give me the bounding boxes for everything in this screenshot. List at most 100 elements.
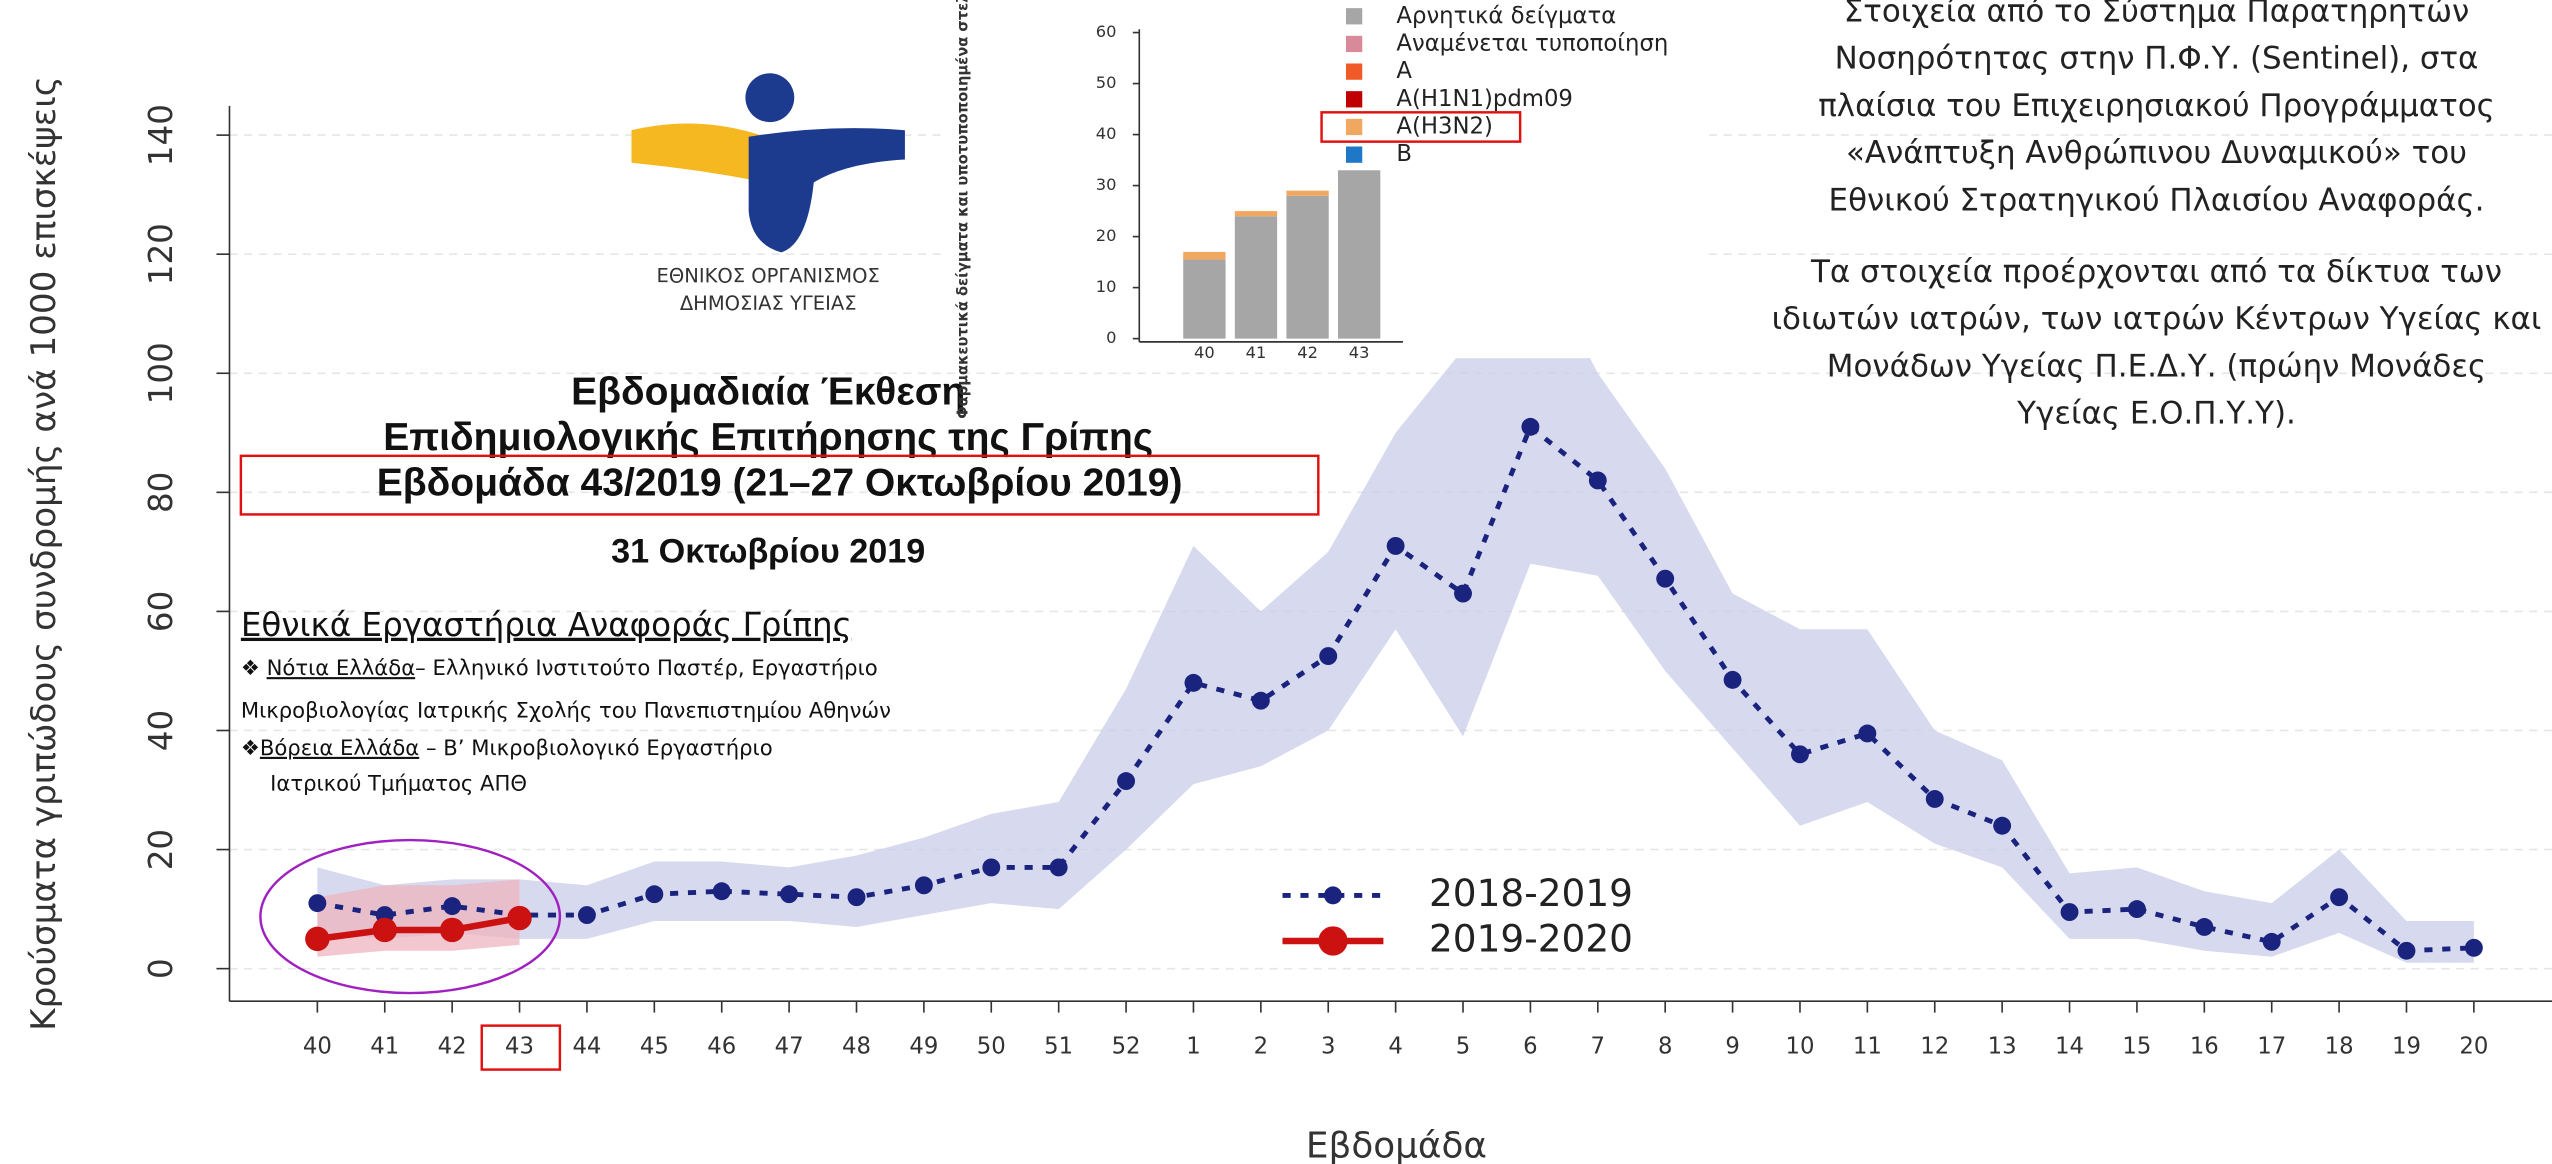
x-tick-label: 50 — [977, 1033, 1006, 1059]
x-tick-label: 1 — [1186, 1033, 1200, 1059]
point — [982, 858, 1001, 877]
point — [2060, 903, 2079, 922]
y-tick-label: 20 — [142, 829, 180, 870]
point — [1117, 772, 1136, 791]
bullet: ❖ — [241, 735, 260, 760]
y-tick-label: 0 — [142, 958, 180, 979]
report-week: Εβδομάδα 43/2019 (21–27 Οκτωβρίου 2019) — [377, 461, 1183, 504]
x-tick-label: 14 — [2055, 1033, 2084, 1059]
x-tick-label: 12 — [1920, 1033, 1949, 1059]
y-tick-label: 140 — [142, 104, 180, 166]
x-tick-label: 43 — [505, 1033, 534, 1059]
y-tick-label: 10 — [1096, 277, 1117, 296]
point — [1925, 790, 1944, 808]
x-tick-label: 40 — [1194, 343, 1215, 362]
point — [1791, 745, 1809, 764]
bullet: ❖ — [241, 655, 267, 680]
y-tick-label: 120 — [142, 223, 180, 285]
x-tick-label: 46 — [707, 1033, 736, 1059]
point — [2397, 941, 2416, 960]
point — [439, 917, 465, 943]
legend-swatch — [1345, 118, 1363, 136]
x-tick-label: 3 — [1321, 1033, 1335, 1059]
x-tick-label: 43 — [1349, 343, 1370, 362]
x-tick-label: 45 — [640, 1033, 669, 1059]
legend-label: A — [1396, 58, 1412, 84]
point — [2464, 938, 2483, 957]
point — [1521, 417, 1540, 436]
bar-segment — [1183, 251, 1226, 260]
point — [2330, 888, 2349, 907]
x-tick-label: 17 — [2257, 1033, 2286, 1059]
x-tick-label: 49 — [909, 1033, 938, 1059]
x-tick-label: 41 — [1246, 343, 1267, 362]
x-tick-label: 40 — [303, 1033, 332, 1059]
x-tick-label: 5 — [1456, 1033, 1470, 1059]
y-tick-label: 100 — [142, 342, 180, 404]
y-tick-label: 80 — [142, 472, 180, 513]
point — [1386, 536, 1405, 555]
y-tick-label: 40 — [142, 710, 180, 751]
y-tick-label: 50 — [1096, 73, 1117, 92]
series-line — [316, 914, 521, 943]
note-line: Υγείας Ε.Ο.Π.Υ.Υ). — [2016, 396, 2296, 432]
lab: – Β’ Μικροβιολογικό Εργαστήριο — [419, 735, 772, 760]
point — [1588, 471, 1607, 490]
highlight-box — [239, 454, 1320, 516]
note-line: Εθνικού Στρατηγικού Πλαισίου Αναφοράς. — [1829, 182, 2485, 218]
x-tick-label: 2 — [1254, 1033, 1268, 1059]
point — [507, 905, 532, 931]
x-tick-label: 16 — [2190, 1033, 2219, 1059]
y-tick-label: 60 — [142, 591, 180, 632]
region: Βόρεια Ελλάδα — [260, 735, 419, 760]
note-line: Νοσηρότητας στην Π.Φ.Υ. (Sentinel), στα — [1835, 41, 2479, 77]
region: Νότια Ελλάδα — [267, 655, 416, 680]
logo-dot — [745, 73, 795, 123]
bar-segment — [1286, 190, 1329, 196]
point — [1993, 816, 2012, 835]
point — [372, 917, 397, 943]
y-tick-label: 0 — [1106, 328, 1116, 347]
point — [1858, 724, 1877, 743]
point — [2262, 932, 2281, 951]
inset-chart: 0 10 20 30 40 50 60 Φαρμακευτικά δείγματα και υ… — [940, 0, 1706, 419]
x-tick-label: 11 — [1853, 1033, 1882, 1059]
highlight-box — [480, 1024, 562, 1071]
bar-segment — [1234, 211, 1278, 217]
x-axis-label: Εβδομάδα — [1306, 1126, 1487, 1164]
labs-line: ❖ Νότια Ελλάδα– Ελληνικό Ινστιτούτο Παστ… — [241, 655, 878, 680]
report-title: Εβδομαδιαία Έκθεση — [571, 370, 965, 413]
point — [780, 885, 799, 904]
legend-label: A(H3N2) — [1396, 113, 1492, 139]
labs-line: ❖Βόρεια Ελλάδα – Β’ Μικροβιολογικό Εργασ… — [241, 735, 773, 760]
legend-label: A(H1N1)pdm09 — [1396, 86, 1572, 112]
point — [1454, 584, 1472, 603]
highlight-ellipse — [259, 838, 562, 995]
legend-swatch — [1345, 91, 1363, 108]
logo-blue — [748, 128, 905, 253]
legend-swatch — [1345, 35, 1363, 53]
x-tick-label: 42 — [438, 1033, 467, 1059]
point — [443, 897, 462, 916]
point — [645, 885, 664, 904]
y-axis-label: Κρούσματα γριπώδους συνδρομής ανά 1000 ε… — [24, 76, 64, 1031]
note-line: πλαίσια του Επιχειρησιακού Προγράμματος — [1818, 88, 2495, 124]
legend-swatch — [1345, 63, 1363, 80]
x-tick-label: 51 — [1044, 1033, 1073, 1059]
lab: – Ελληνικό Ινστιτούτο Παστέρ, Εργαστήριο — [415, 655, 878, 680]
legend-swatch — [1345, 8, 1363, 25]
x-tick-label: 7 — [1591, 1033, 1605, 1059]
confidence-band — [317, 879, 520, 957]
x-tick-label: 48 — [842, 1033, 871, 1059]
point — [1656, 569, 1675, 588]
legend-marker — [1324, 886, 1342, 905]
y-axis-label: Φαρμακευτικά δείγματα και υποτυποποιημέν… — [955, 0, 972, 419]
x-tick-label: 18 — [2325, 1033, 2354, 1059]
bar-segment — [1183, 259, 1226, 339]
labs: Εθνικά Εργαστήρια Αναφοράς Γρίπης ❖ Νότι… — [241, 606, 891, 796]
note-line: Τα στοιχεία προέρχονται από τα δίκτυα τω… — [1810, 254, 2502, 290]
labs-line: Ιατρικού Τμήματος ΑΠΘ — [270, 771, 527, 796]
x-tick-label: 20 — [2459, 1033, 2488, 1059]
